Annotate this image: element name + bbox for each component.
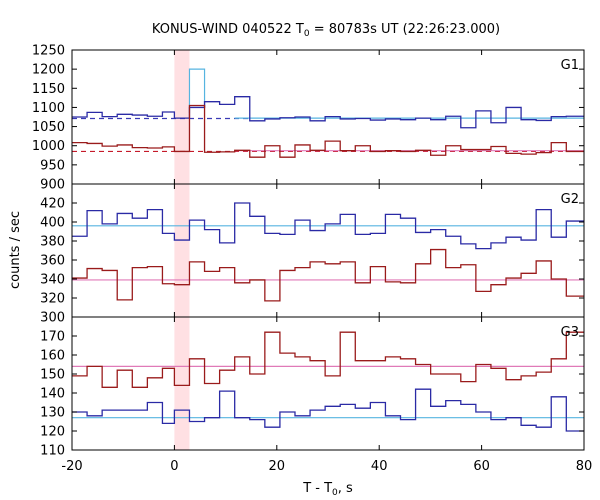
axis-tick-labels: G1900950100010501100115012001250G2300320…	[32, 44, 592, 475]
highlight-band-g1	[174, 50, 190, 184]
y-tick-label: 340	[40, 273, 65, 288]
g2-red-step-line	[72, 248, 584, 302]
y-axis-label: counts / sec	[8, 211, 23, 289]
panel-label-g2: G2	[561, 192, 579, 207]
trigger-highlight-bands	[174, 50, 190, 450]
y-tick-label: 1250	[32, 44, 65, 59]
plot-series-layer	[72, 68, 584, 432]
x-tick-label: 60	[473, 459, 490, 474]
y-tick-label: 1200	[32, 63, 65, 78]
panel-label-g3: G3	[561, 325, 579, 340]
x-tick-label: 40	[371, 459, 388, 474]
g2-blue-step-line	[72, 202, 584, 250]
panel-frame-g2	[71, 183, 585, 318]
y-tick-label: 360	[40, 254, 65, 269]
g1-blue-step-line	[72, 96, 584, 129]
y-tick-label: 140	[40, 387, 65, 402]
x-tick-label: 20	[269, 459, 286, 474]
panel-label-g1: G1	[561, 58, 579, 73]
y-tick-label: 1150	[32, 82, 65, 97]
y-tick-label: 130	[40, 406, 65, 421]
panel-frame-g3	[71, 316, 585, 451]
y-tick-label: 1100	[32, 101, 65, 116]
panel-frames	[71, 49, 585, 451]
highlight-band-g2	[174, 184, 190, 317]
highlight-band-g3	[174, 317, 190, 450]
axis-ticks	[71, 49, 585, 451]
y-tick-label: 160	[40, 349, 65, 364]
y-tick-label: 900	[40, 178, 65, 193]
x-tick-label: 0	[170, 459, 178, 474]
y-tick-label: 150	[40, 368, 65, 383]
x-tick-label: -20	[61, 459, 82, 474]
x-tick-label: 80	[576, 459, 593, 474]
g1-red-step-line	[72, 104, 584, 158]
x-axis-label: T - T0, s	[302, 481, 353, 498]
y-tick-label: 400	[40, 216, 65, 231]
y-tick-label: 1000	[32, 139, 65, 154]
y-tick-label: 380	[40, 235, 65, 250]
chart-title: KONUS-WIND 040522 T0 = 80783s UT (22:26:…	[152, 22, 500, 39]
y-tick-label: 320	[40, 292, 65, 307]
y-tick-label: 1050	[32, 120, 65, 135]
g3-red-step-line	[72, 331, 584, 388]
y-tick-label: 170	[40, 330, 65, 345]
g3-blue-step-line	[72, 388, 584, 432]
y-tick-label: 420	[40, 197, 65, 212]
y-tick-label: 110	[40, 444, 65, 459]
y-tick-label: 120	[40, 425, 65, 440]
g1-light-peak-step	[188, 68, 206, 114]
y-tick-label: 950	[40, 158, 65, 173]
y-tick-label: 300	[40, 311, 65, 326]
